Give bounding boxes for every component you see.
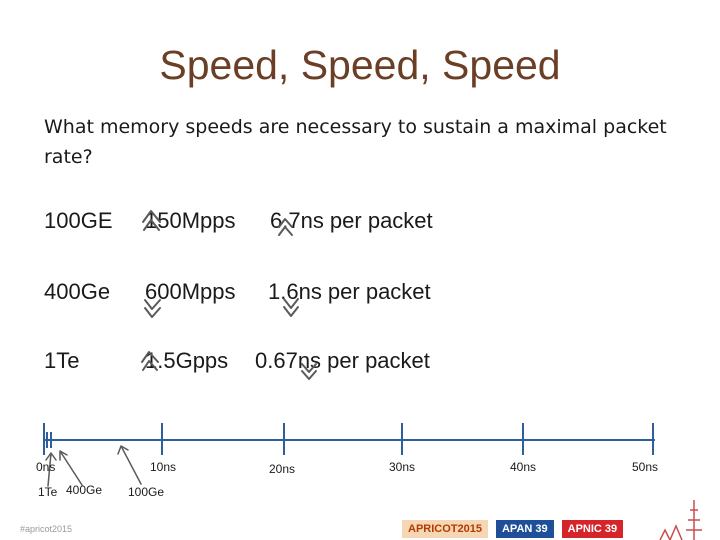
- slide-title: Speed, Speed, Speed: [159, 42, 561, 88]
- marker-arrow-400ge: [59, 450, 83, 486]
- marker-label-100ge: 100Ge: [128, 485, 165, 499]
- row-1te-time: 0.67ns per packet: [255, 348, 430, 373]
- tower-icon: [659, 500, 702, 540]
- row-400ge-iface: 400Ge: [44, 279, 111, 304]
- row-100ge-iface: 100GE: [44, 208, 113, 233]
- footer-hashtag: #apricot2015: [20, 524, 73, 534]
- arrow-sketch-2: [278, 218, 293, 236]
- timeline-label-30ns: 30ns: [389, 460, 416, 474]
- timeline-label-40ns: 40ns: [510, 460, 537, 474]
- apricot-logo: APRICOT2015: [402, 520, 488, 538]
- row-100ge-time: 6.7ns per packet: [270, 208, 433, 233]
- arrow-sketch-6: [301, 363, 317, 380]
- timeline-label-10ns: 10ns: [150, 460, 177, 474]
- marker-arrow-1te: [45, 452, 57, 487]
- row-1te-iface: 1Te: [44, 348, 80, 373]
- arrow-sketch-5: [141, 351, 159, 371]
- timeline-label-20ns: 20ns: [269, 462, 296, 476]
- apan-logo: APAN 39: [495, 520, 554, 538]
- marker-label-400ge: 400Ge: [66, 483, 103, 497]
- question-text: What memory speeds are necessary to sust…: [44, 116, 667, 168]
- row-1te-pps: 1.5Gpps: [145, 348, 229, 373]
- timeline-label-0ns: 0ns: [36, 460, 56, 474]
- footer-logos: APRICOT2015 APAN 39 APNIC 39: [402, 518, 624, 540]
- row-400ge-time: 1.6ns per packet: [268, 279, 431, 304]
- row-100ge-pps: 150Mpps: [145, 208, 236, 233]
- arrow-sketch-1: [142, 210, 161, 231]
- arrow-sketch-4: [283, 298, 299, 317]
- timeline-label-50ns: 50ns: [632, 460, 659, 474]
- arrow-sketch-3: [144, 299, 161, 318]
- marker-label-1te: 1Te: [38, 485, 58, 499]
- marker-arrow-100ge: [117, 445, 142, 485]
- apnic-logo: APNIC 39: [561, 520, 624, 538]
- timeline: [43, 423, 655, 455]
- marker-arrows: [45, 445, 142, 487]
- hand-drawn-arrows: [141, 210, 317, 380]
